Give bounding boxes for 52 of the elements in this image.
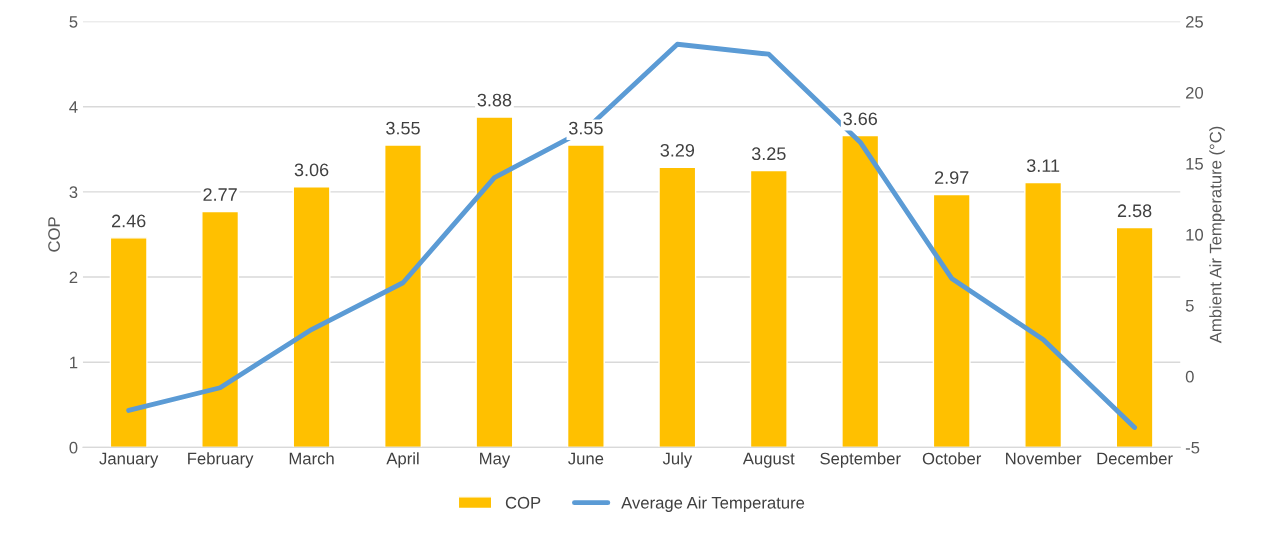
legend-label: COP (505, 496, 541, 509)
data-label: 3.66 (843, 112, 878, 126)
y-tick-label: 3 (69, 186, 78, 199)
bar (658, 166, 697, 448)
y-tick-label: 0 (69, 441, 78, 454)
bar (475, 116, 514, 448)
bar (109, 237, 148, 448)
bar (384, 144, 422, 448)
bar (749, 169, 788, 448)
y-tick-label: 5 (69, 16, 78, 28)
data-label: 3.25 (751, 147, 786, 161)
bar (1024, 181, 1063, 448)
x-tick-label: January (99, 452, 159, 468)
data-label: 3.88 (477, 93, 512, 107)
bar (932, 193, 971, 448)
y2-axis-title: Ambient Air Temperature (°C) (1209, 126, 1225, 344)
data-label: 3.55 (386, 121, 420, 135)
y2-tick-label: -5 (1185, 441, 1200, 454)
bar (566, 144, 605, 448)
y2-tick-label: 25 (1186, 15, 1203, 28)
data-label: 2.97 (935, 171, 969, 184)
y-tick-label: 2 (69, 271, 78, 284)
bar (1115, 226, 1154, 448)
data-label: 3.29 (660, 143, 695, 157)
x-tick-label: February (188, 452, 254, 468)
x-tick-label: April (386, 452, 419, 468)
y-axis-title: COP (48, 217, 60, 252)
y2-tick-label: 15 (1186, 158, 1203, 170)
y2-tick-label: 0 (1185, 370, 1194, 383)
data-label: 2.58 (1117, 204, 1152, 218)
x-tick-label: March (289, 452, 334, 465)
bar (292, 186, 331, 448)
x-tick-label: November (1006, 452, 1082, 465)
bar (201, 210, 240, 448)
data-label: 3.11 (1026, 159, 1060, 172)
x-tick-label: May (480, 452, 511, 468)
legend-label: Average Air Temperature (621, 496, 805, 512)
data-label: 3.06 (294, 163, 329, 177)
y-tick-label: 4 (69, 101, 78, 113)
data-label: 2.46 (112, 214, 146, 228)
y-tick-label: 1 (70, 356, 78, 369)
x-tick-label: October (922, 452, 982, 465)
y2-tick-label: 20 (1186, 86, 1204, 99)
x-tick-label: June (568, 452, 604, 465)
data-label: 2.77 (203, 188, 237, 201)
x-tick-label: December (1097, 452, 1173, 465)
x-tick-label: July (662, 452, 693, 468)
x-tick-label: September (820, 452, 901, 468)
y2-tick-label: 10 (1186, 228, 1204, 241)
bar (841, 134, 880, 448)
y2-tick-label: 5 (1185, 300, 1194, 312)
x-tick-label: August (742, 452, 795, 468)
